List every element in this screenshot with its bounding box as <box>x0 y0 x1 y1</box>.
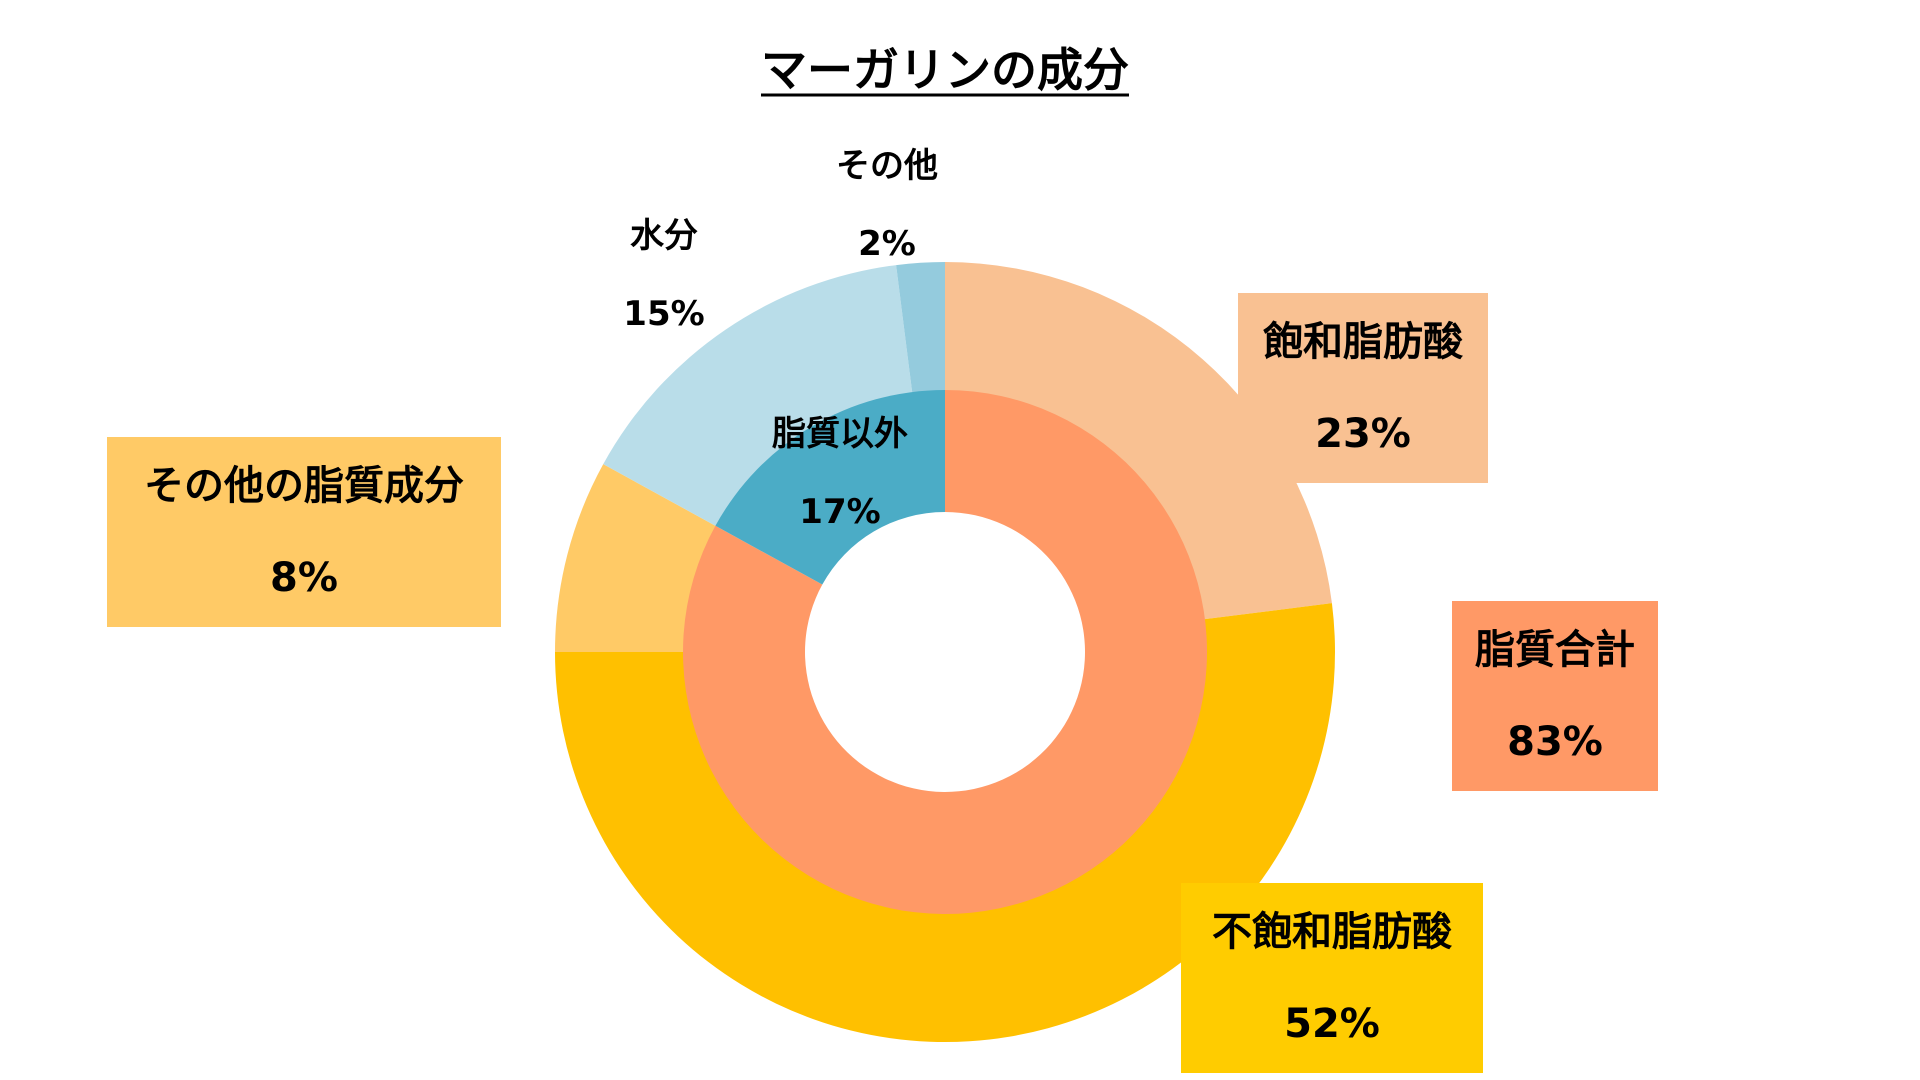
outer-ring-label-name-1: 不飽和脂肪酸 <box>1212 909 1453 955</box>
outer-ring-label-value-4: 2% <box>858 224 916 264</box>
outer-ring-label-2: その他の脂質成分 8% <box>107 437 501 627</box>
outer-ring-label-box-1 <box>1181 883 1483 1073</box>
chart-title-group: マーガリンの成分 <box>761 43 1129 97</box>
outer-ring-label-name-2: その他の脂質成分 <box>144 463 464 509</box>
outer-ring-label-3: 水分 15% <box>623 216 704 334</box>
chart-title: マーガリンの成分 <box>761 43 1129 97</box>
outer-ring <box>555 262 1335 1043</box>
inner-ring-label-name-1: 脂質以外 <box>772 414 908 454</box>
inner-ring-label-1: 脂質以外 17% <box>772 414 908 532</box>
inner-ring-slice-0 <box>683 390 1208 914</box>
inner-ring-label-name-0: 脂質合計 <box>1475 627 1635 673</box>
inner-ring-label-0: 脂質合計 83% <box>1452 601 1658 791</box>
outer-ring-label-4: その他 2% <box>836 146 938 264</box>
outer-ring-label-value-0: 23% <box>1315 411 1411 457</box>
inner-ring-slice-1 <box>715 390 945 585</box>
outer-ring-slice-2 <box>555 464 718 652</box>
outer-ring-label-name-4: その他 <box>836 146 938 186</box>
inner-ring-label-value-0: 83% <box>1507 719 1603 765</box>
outer-ring-label-value-3: 15% <box>623 294 704 334</box>
outer-ring-label-0: 飽和脂肪酸 23% <box>1238 293 1488 483</box>
outer-ring-label-name-3: 水分 <box>630 216 698 256</box>
outer-ring-label-value-1: 52% <box>1284 1001 1380 1047</box>
outer-ring-label-box-2 <box>107 437 501 627</box>
outer-ring-slice-0 <box>945 262 1332 620</box>
outer-ring-label-1: 不飽和脂肪酸 52% <box>1181 883 1483 1073</box>
outer-ring-slice-1 <box>555 603 1335 1043</box>
outer-ring-label-value-2: 8% <box>270 555 338 601</box>
inner-ring-label-box-0 <box>1452 601 1658 791</box>
outer-ring-label-box-0 <box>1238 293 1488 483</box>
inner-ring <box>683 390 1208 914</box>
outer-ring-slice-4 <box>896 262 945 395</box>
data-labels: 飽和脂肪酸 23% 不飽和脂肪酸 52% その他の脂質成分 8% 水分 15% その他 2% 脂質合… <box>107 146 1658 1073</box>
outer-ring-label-name-0: 飽和脂肪酸 <box>1263 319 1464 365</box>
inner-ring-label-value-1: 17% <box>799 492 880 532</box>
outer-ring-slice-3 <box>603 265 913 527</box>
